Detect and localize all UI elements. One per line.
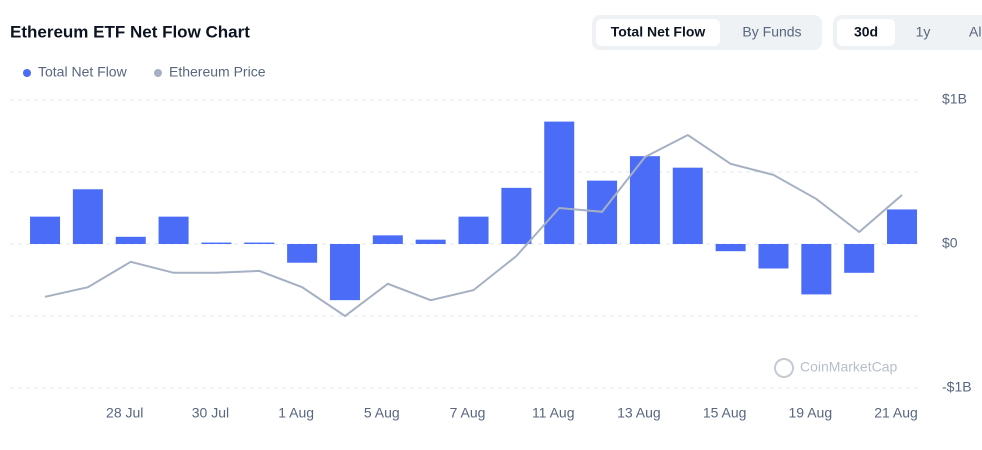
bar xyxy=(115,236,146,244)
x-tick-label: 19 Aug xyxy=(789,405,833,421)
watermark-text: CoinMarketCap xyxy=(800,359,897,375)
y-tick-label: $1B xyxy=(942,91,967,107)
price-line xyxy=(44,133,903,318)
bar xyxy=(715,244,746,252)
legend-marker xyxy=(154,69,162,77)
bar xyxy=(329,244,360,301)
bar xyxy=(501,187,532,244)
bar xyxy=(844,244,875,273)
x-tick-label: 13 Aug xyxy=(617,405,661,421)
watermark-logo xyxy=(774,358,794,378)
tab-active-bg xyxy=(596,19,720,46)
legend-marker xyxy=(23,69,31,77)
bar xyxy=(244,242,275,244)
chart-title: Ethereum ETF Net Flow Chart xyxy=(10,22,250,41)
x-tick-label: 21 Aug xyxy=(874,405,918,421)
bar xyxy=(158,216,189,244)
x-tick-label: 1 Aug xyxy=(278,405,314,421)
bar xyxy=(458,216,489,244)
bar xyxy=(30,216,61,244)
tab[interactable]: Total Net Flow xyxy=(611,24,706,40)
bar xyxy=(544,121,575,244)
tab[interactable]: By Funds xyxy=(742,24,801,40)
x-tick-label: 30 Jul xyxy=(192,405,229,421)
range-active-bg xyxy=(837,19,895,46)
bar xyxy=(72,189,103,244)
y-tick-label: -$1B xyxy=(942,379,972,395)
x-tick-label: 7 Aug xyxy=(450,405,486,421)
x-tick-label: 28 Jul xyxy=(106,405,143,421)
bar xyxy=(801,244,832,295)
range-button[interactable]: 1y xyxy=(916,24,931,40)
y-tick-label: $0 xyxy=(942,235,958,251)
range-button[interactable]: 30d xyxy=(854,24,878,40)
x-tick-label: 5 Aug xyxy=(364,405,400,421)
x-tick-label: 15 Aug xyxy=(703,405,747,421)
bar xyxy=(758,244,789,269)
bar xyxy=(201,242,232,244)
legend-label: Total Net Flow xyxy=(38,64,128,80)
bar xyxy=(415,239,446,244)
legend-label: Ethereum Price xyxy=(169,64,266,80)
bar xyxy=(887,209,918,244)
watermark: CoinMarketCap xyxy=(774,358,897,378)
range-button[interactable]: All xyxy=(969,24,982,40)
bar xyxy=(287,244,318,263)
bar xyxy=(372,235,403,244)
bar xyxy=(672,167,703,244)
x-tick-label: 11 Aug xyxy=(532,405,575,421)
